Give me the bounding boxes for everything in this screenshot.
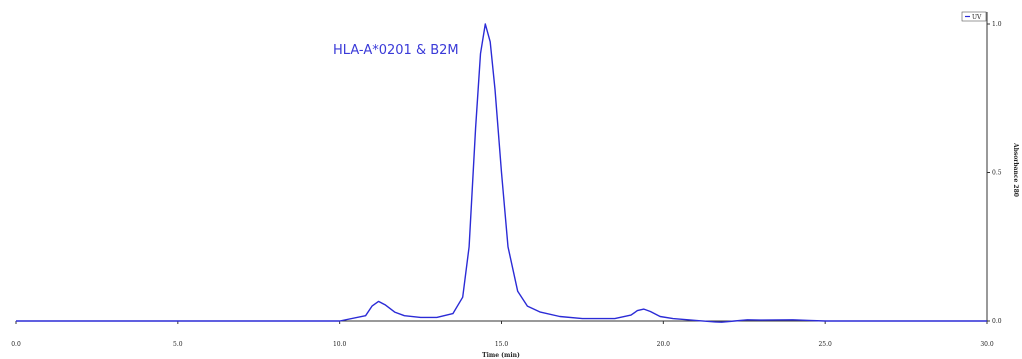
x-tick-label: 0.0: [11, 341, 21, 348]
y-axis-title: Absorbance 280: [1012, 142, 1019, 197]
x-tick-label: 10.0: [333, 341, 347, 348]
peak-annotation: HLA-A*0201 & B2M: [333, 43, 459, 58]
y-ticks: 0.0 0.5 1.0: [987, 21, 1002, 325]
x-tick-label: 25.0: [818, 341, 832, 348]
uv-trace-line: [16, 23, 987, 323]
x-tick-label: 20.0: [657, 341, 671, 348]
legend-box: [961, 11, 987, 22]
legend: UV: [961, 11, 987, 22]
x-ticks: 0.0 5.0 10.0 15.0 20.0 25.0 30.0: [11, 321, 994, 348]
y-tick-label: 0.0: [992, 318, 1002, 325]
legend-entry-label: UV: [972, 14, 982, 21]
y-tick-label: 0.5: [992, 170, 1002, 177]
y-tick-label: 1.0: [992, 21, 1002, 28]
x-axis-title: Time (min): [482, 352, 520, 359]
x-tick-label: 30.0: [980, 341, 994, 348]
x-tick-label: 15.0: [495, 341, 509, 348]
x-tick-label: 5.0: [173, 341, 183, 348]
